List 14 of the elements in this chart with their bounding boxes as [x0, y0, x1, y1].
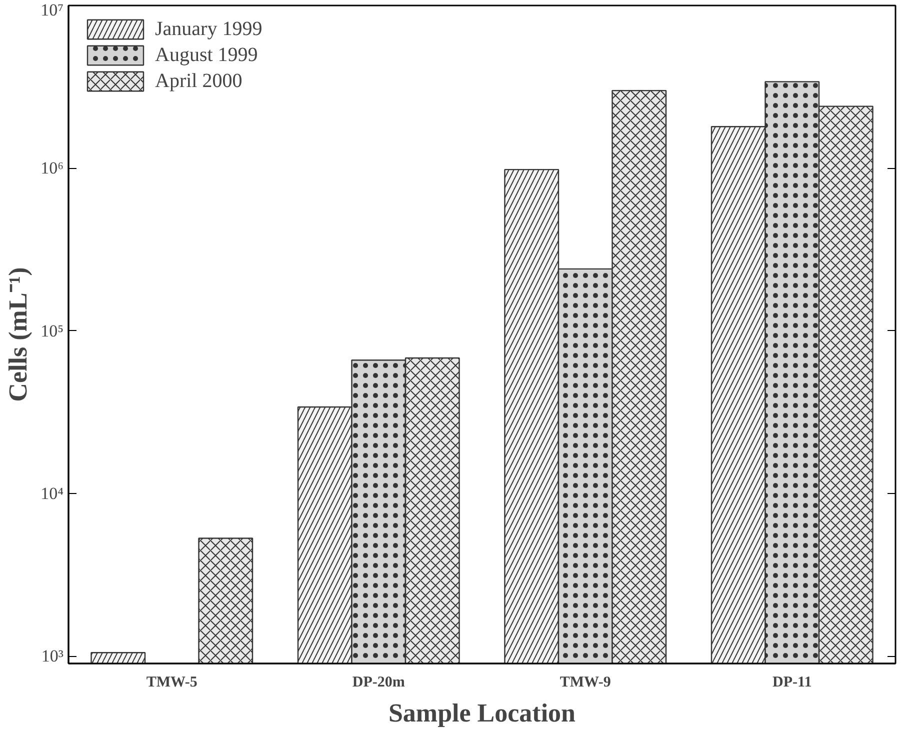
x-tick-label: TMW-9	[560, 674, 611, 690]
legend-label: January 1999	[155, 18, 262, 40]
legend-label: April 2000	[155, 70, 242, 92]
y-axis-title: Cells (mL⁻¹)	[4, 267, 33, 402]
y-tick-label: 10⁶	[40, 158, 64, 178]
legend-label: August 1999	[155, 44, 258, 66]
x-tick-label: TMW-5	[146, 674, 198, 690]
y-tick-label: 10⁵	[40, 321, 64, 340]
x-tick-label: DP-11	[772, 674, 812, 690]
x-axis-title: Sample Location	[388, 698, 576, 728]
y-tick-label: 10⁷	[40, 0, 64, 20]
y-tick-label: 10⁴	[40, 484, 64, 503]
y-tick-label: 10³	[41, 646, 64, 666]
x-tick-label: DP-20m	[352, 674, 406, 690]
